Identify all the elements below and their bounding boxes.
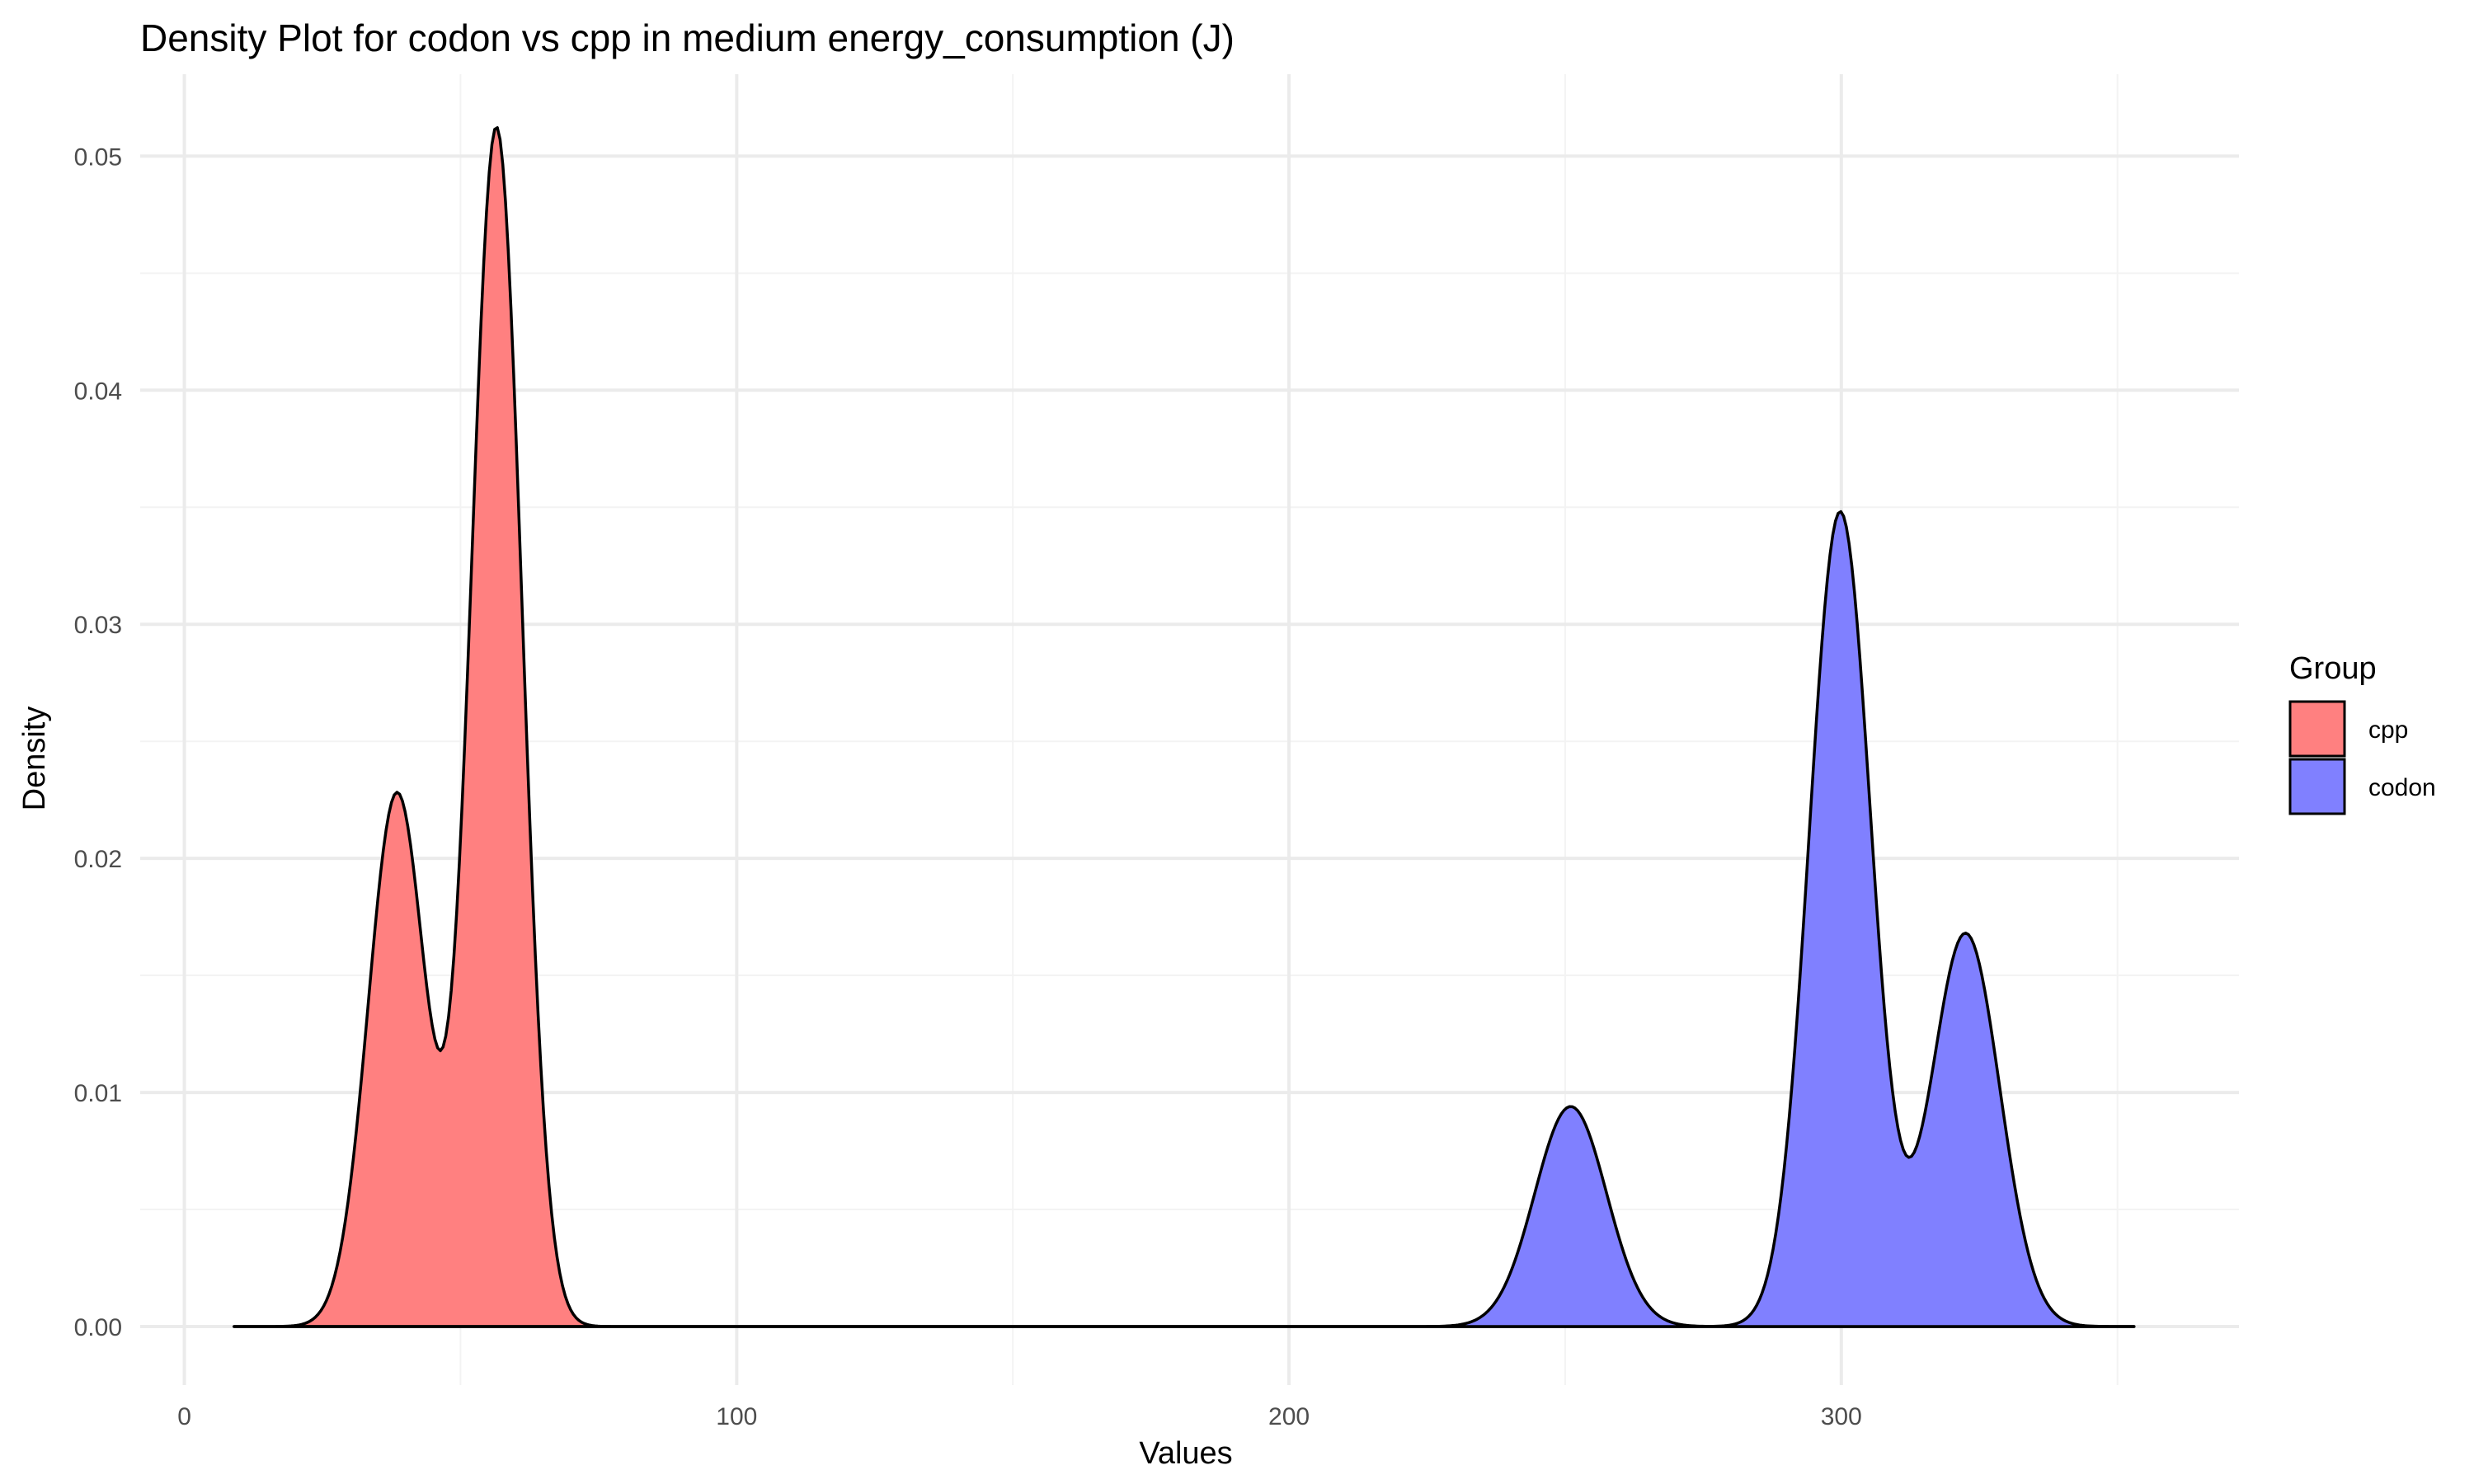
y-tick-label: 0.03: [74, 612, 122, 639]
density-area-codon: [233, 510, 2136, 1328]
legend-label-cpp: cpp: [2368, 716, 2408, 744]
x-tick-label: 300: [1821, 1403, 1862, 1430]
x-tick-labels: 0 100 200 300: [177, 1403, 1862, 1430]
density-areas: [233, 126, 2136, 1328]
legend-title: Group: [2289, 651, 2377, 686]
x-tick-label: 0: [177, 1403, 191, 1430]
x-tick-label: 100: [716, 1403, 757, 1430]
chart-title: Density Plot for codon vs cpp in medium …: [140, 16, 1235, 59]
legend-label-codon: codon: [2368, 774, 2436, 801]
x-axis-title: Values: [1139, 1436, 1232, 1471]
y-tick-label: 0.02: [74, 846, 122, 873]
y-tick-label: 0.05: [74, 143, 122, 171]
y-tick-label: 0.01: [74, 1080, 122, 1107]
y-tick-label: 0.00: [74, 1314, 122, 1341]
y-tick-labels: 0.00 0.01 0.02 0.03 0.04 0.05: [74, 143, 122, 1341]
x-tick-label: 200: [1268, 1403, 1310, 1430]
legend: Group cpp codon: [2288, 651, 2436, 815]
legend-key-cpp: [2288, 700, 2346, 758]
y-axis-title: Density: [17, 707, 52, 811]
legend-key-codon: [2288, 758, 2346, 815]
y-tick-label: 0.04: [74, 378, 122, 405]
